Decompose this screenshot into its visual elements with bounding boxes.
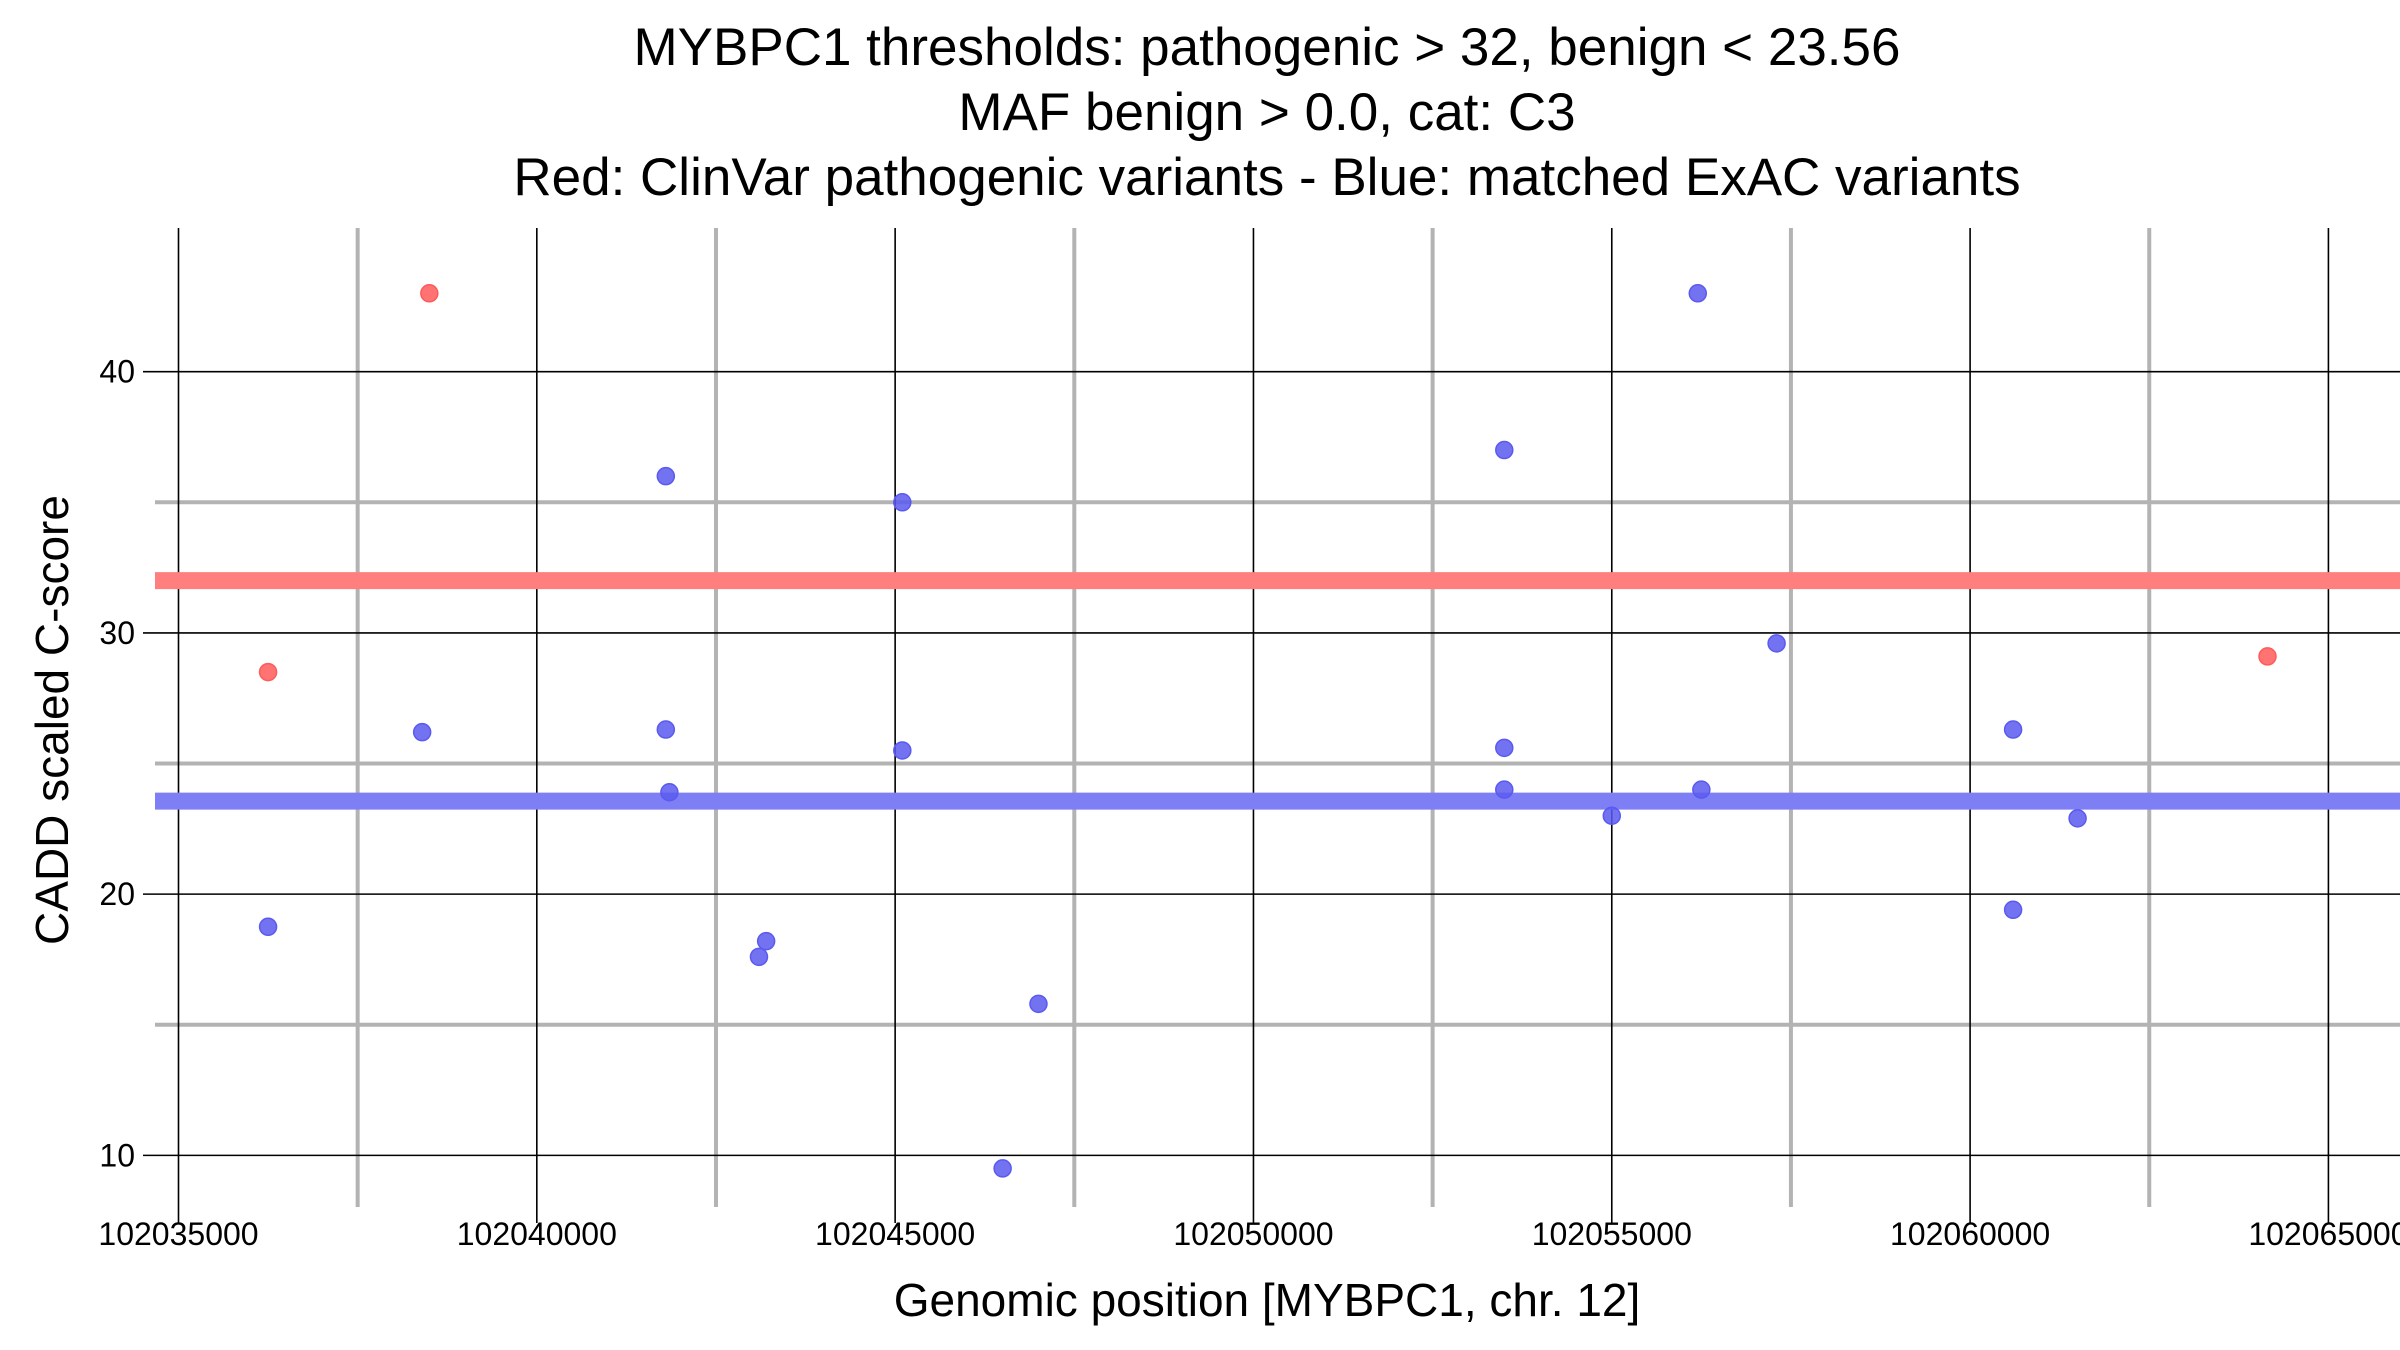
data-point-series-1 (2258, 647, 2277, 666)
y-tick-label: 40 (99, 354, 135, 390)
y-axis-title: CADD scaled C-score (26, 495, 78, 945)
data-point-series-2 (1688, 284, 1708, 303)
gridlines (143, 228, 2400, 1223)
data-point-series-2 (412, 722, 432, 742)
data-point-series-2 (2003, 720, 2023, 739)
y-axis-ticks: 10 20 30 40 (99, 354, 135, 1174)
data-point-series-2 (749, 947, 769, 967)
data-point-series-1 (420, 284, 439, 303)
data-point-series-2 (660, 783, 679, 802)
data-points (258, 284, 2277, 1178)
data-point-series-2 (1692, 780, 1711, 799)
data-point-series-2 (2003, 900, 2023, 920)
data-point-series-2 (1602, 806, 1622, 826)
y-tick-label: 10 (99, 1137, 135, 1173)
chart-title-line-2: MAF benign > 0.0, cat: C3 (958, 83, 1575, 142)
chart-title-line-1: MYBPC1 thresholds: pathogenic > 32, beni… (634, 18, 1901, 77)
data-point-series-2 (1495, 440, 1514, 460)
data-point-series-2 (756, 931, 776, 951)
data-point-series-2 (656, 720, 676, 739)
x-tick-label: 102045000 (815, 1216, 975, 1252)
x-tick-label: 102035000 (98, 1216, 258, 1252)
x-tick-label: 102050000 (1173, 1216, 1333, 1252)
x-tick-label: 102055000 (1532, 1216, 1692, 1252)
y-tick-label: 20 (99, 876, 135, 912)
x-axis-title: Genomic position [MYBPC1, chr. 12] (894, 1274, 1641, 1326)
x-axis-ticks: 102035000 102040000 102045000 102050000 1020… (98, 1216, 2400, 1252)
threshold-lines (155, 572, 2400, 810)
data-point-series-2 (993, 1159, 1012, 1178)
data-point-series-1 (258, 662, 278, 682)
data-point-series-2 (1767, 634, 1786, 653)
data-point-series-2 (893, 493, 912, 512)
y-tick-label: 30 (99, 615, 135, 651)
data-point-series-2 (1495, 738, 1514, 758)
data-point-series-2 (1495, 780, 1514, 799)
data-point-series-2 (1029, 994, 1048, 1014)
x-tick-label: 102040000 (457, 1216, 617, 1252)
data-point-series-2 (258, 917, 278, 937)
x-tick-label: 102065000 (2248, 1216, 2400, 1252)
x-tick-label: 102060000 (1890, 1216, 2050, 1252)
data-point-series-2 (2068, 809, 2087, 828)
data-point-series-2 (656, 466, 676, 486)
chart-title-line-3: Red: ClinVar pathogenic variants - Blue:… (513, 148, 2020, 207)
data-point-series-2 (893, 741, 912, 760)
